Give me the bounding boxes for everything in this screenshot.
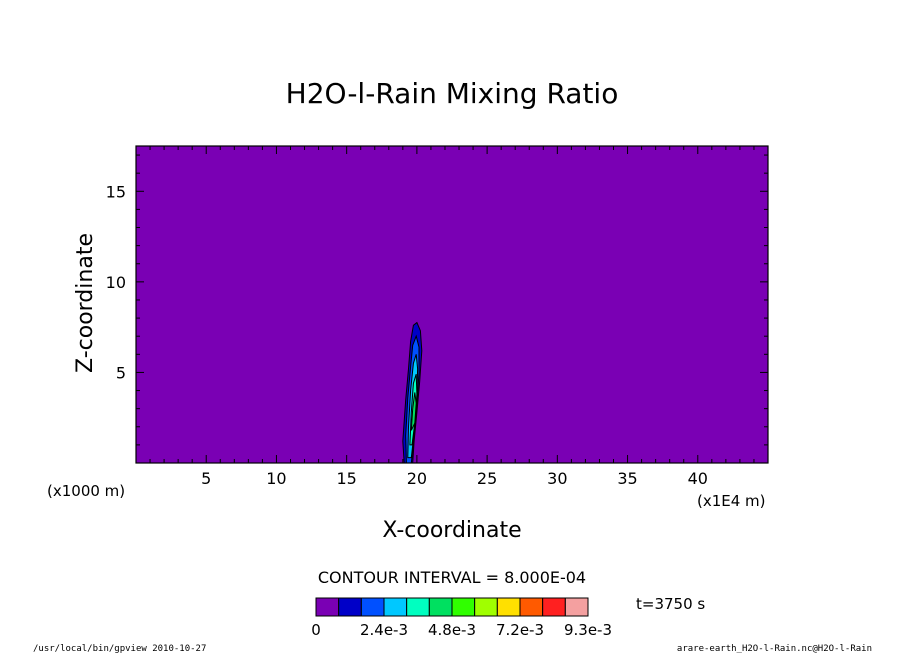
y-tick-label: 5 bbox=[116, 363, 126, 382]
chart-title: H2O-l-Rain Mixing Ratio bbox=[286, 77, 619, 110]
x-unit-right: (x1E4 m) bbox=[697, 492, 766, 510]
colorbar-label: 2.4e-3 bbox=[360, 621, 408, 639]
x-axis-label: X-coordinate bbox=[382, 518, 521, 543]
colorbar-swatch bbox=[383, 597, 408, 617]
x-unit-left: (x1000 m) bbox=[47, 482, 125, 500]
colorbar-label: 4.8e-3 bbox=[428, 621, 476, 639]
plot-background bbox=[136, 146, 768, 463]
colorbar-swatch bbox=[451, 597, 476, 617]
y-tick-label: 15 bbox=[106, 182, 126, 201]
colorbar-swatch bbox=[338, 597, 362, 617]
colorbar-label: 7.2e-3 bbox=[496, 621, 544, 639]
colorbar-swatch bbox=[406, 597, 430, 617]
colorbar-labels: 0 2.4e-3 4.8e-3 7.2e-3 9.3e-3 bbox=[311, 621, 612, 639]
plot-area bbox=[135, 145, 769, 464]
colorbar-swatch bbox=[519, 597, 544, 617]
footer-left: /usr/local/bin/gpview 2010-10-27 bbox=[33, 644, 206, 654]
plot-frame bbox=[135, 145, 769, 464]
y-axis: 5 10 15 bbox=[106, 154, 768, 446]
colorbar-swatch bbox=[542, 597, 566, 617]
x-tick-label: 5 bbox=[201, 469, 211, 488]
x-tick-label: 15 bbox=[336, 469, 356, 488]
y-tick-label: 10 bbox=[106, 273, 126, 292]
colorbar-swatch bbox=[496, 597, 521, 617]
x-tick-label: 25 bbox=[477, 469, 497, 488]
colorbar-swatch bbox=[564, 597, 589, 617]
colorbar-label: 9.3e-3 bbox=[564, 621, 612, 639]
colorbar-swatch bbox=[474, 597, 498, 617]
x-tick-label: 40 bbox=[688, 469, 708, 488]
colorbar-swatch bbox=[428, 597, 453, 617]
contour-level-5 bbox=[410, 392, 417, 431]
footer-right: arare-earth_H2O-l-Rain.nc@H2O-l-Rain bbox=[677, 644, 872, 654]
colorbar-swatch bbox=[315, 597, 340, 617]
y-axis-label: Z-coordinate bbox=[73, 233, 98, 373]
contour-interval: CONTOUR INTERVAL = 8.000E-04 bbox=[318, 568, 586, 587]
x-tick-label: 30 bbox=[547, 469, 567, 488]
time-label: t=3750 s bbox=[636, 595, 705, 613]
colorbar-label: 0 bbox=[311, 621, 321, 639]
colorbar-swatch bbox=[360, 597, 385, 617]
colorbar bbox=[315, 597, 589, 617]
x-axis: 5 10 15 20 25 30 35 40 bbox=[149, 146, 755, 488]
x-tick-label: 10 bbox=[266, 469, 286, 488]
x-tick-label: 35 bbox=[617, 469, 637, 488]
x-tick-label: 20 bbox=[407, 469, 427, 488]
